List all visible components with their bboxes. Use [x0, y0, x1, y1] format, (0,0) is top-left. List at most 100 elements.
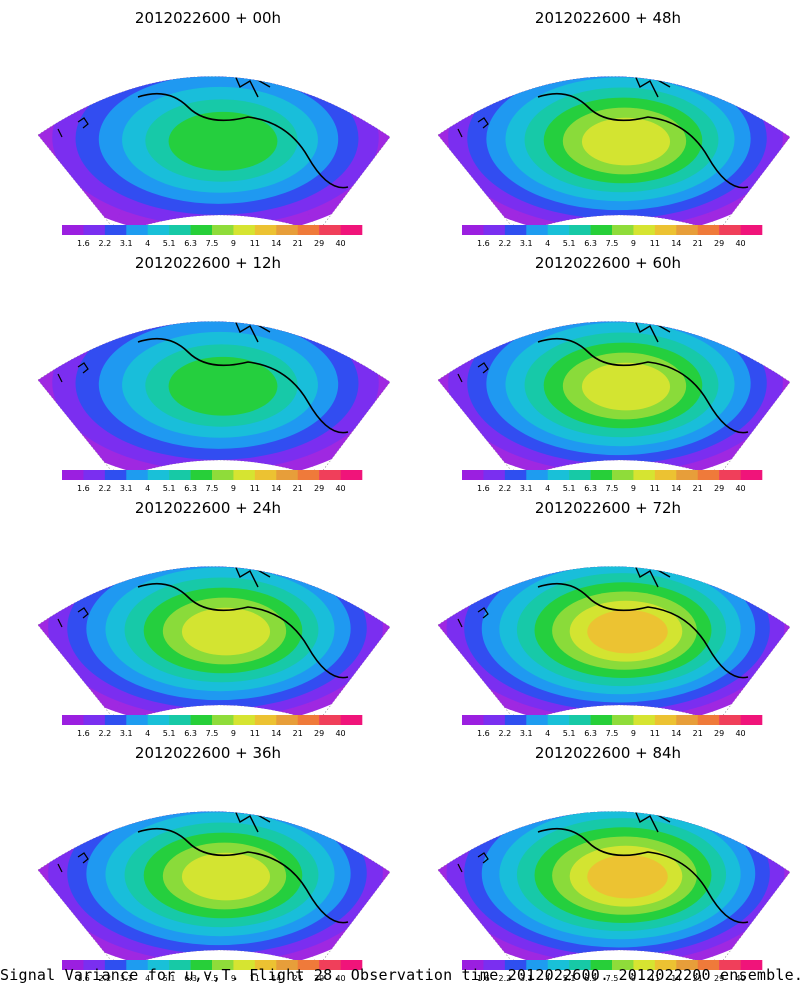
coastline	[137, 337, 349, 434]
colorbar-tick-label: 14	[271, 239, 281, 248]
colorbar-tick-label: 9	[631, 974, 636, 983]
coastline	[57, 117, 89, 138]
colorbar-swatch	[612, 960, 634, 970]
colorbar: 1.6 2.2 3.1 4 5.1 6.3 7.5 9 11 14 21 29 40	[62, 960, 363, 983]
colorbar-tick-label: 11	[650, 729, 660, 738]
colorbar-swatch	[740, 960, 763, 970]
colorbar-swatch	[319, 960, 341, 970]
panel-title: 2012022600 + 00h	[135, 9, 281, 27]
colorbar-swatch	[254, 225, 277, 235]
map-area	[37, 811, 391, 970]
coastline	[137, 582, 349, 679]
coastline	[457, 117, 489, 138]
colorbar-tick-label: 21	[293, 484, 303, 493]
colorbar-swatch	[190, 715, 213, 725]
colorbar-swatch	[147, 225, 170, 235]
colorbar-swatch	[297, 960, 320, 970]
colorbar-tick-label: 14	[271, 484, 281, 493]
colorbar-swatch	[126, 960, 149, 970]
colorbar-swatch	[547, 960, 570, 970]
colorbar-tick-label: 2.2	[498, 484, 511, 493]
colorbar-swatch	[462, 225, 484, 235]
colorbar-tick-label: 11	[250, 729, 260, 738]
colorbar-swatch	[276, 960, 299, 970]
map-area	[437, 566, 791, 725]
colorbar-swatch	[233, 715, 256, 725]
colorbar-tick-label: 40	[735, 974, 745, 983]
colorbar-tick-label: 14	[271, 729, 281, 738]
variance-contour	[168, 111, 278, 171]
colorbar-swatch	[104, 715, 127, 725]
colorbar-swatch	[297, 225, 320, 235]
colorbar-tick-label: 1.6	[77, 484, 90, 493]
colorbar-swatch	[319, 225, 341, 235]
colorbar-tick-label: 9	[631, 484, 636, 493]
colorbar-tick-label: 5.1	[563, 484, 576, 493]
colorbar-tick-label: 4	[145, 239, 150, 248]
colorbar-tick-label: 9	[231, 239, 236, 248]
colorbar-tick-label: 40	[335, 239, 345, 248]
colorbar-tick-label: 9	[231, 729, 236, 738]
colorbar-tick-label: 2.2	[98, 239, 111, 248]
colorbar-tick-label: 1.6	[77, 239, 90, 248]
panel-title: 2012022600 + 12h	[135, 254, 281, 272]
colorbar-swatch	[254, 470, 277, 480]
colorbar-tick-label: 2.2	[98, 729, 111, 738]
colorbar-swatch	[190, 470, 213, 480]
colorbar-swatch	[676, 225, 699, 235]
colorbar-tick-label: 4	[145, 729, 150, 738]
variance-contour	[587, 854, 668, 899]
map-panel: 2012022600 + 00h 1.6 2.2 3.1 4 5.1 6.3 7.5 9 11 14…	[37, 9, 391, 248]
colorbar-tick-label: 14	[671, 729, 681, 738]
map-area	[437, 811, 791, 970]
colorbar-swatch	[633, 960, 656, 970]
colorbar-tick-label: 3.1	[520, 484, 533, 493]
colorbar-swatch	[319, 715, 341, 725]
coastline	[617, 321, 671, 343]
colorbar-tick-label: 1.6	[477, 974, 490, 983]
colorbar-tick-label: 29	[714, 974, 724, 983]
coastline	[537, 582, 749, 679]
colorbar-swatch	[676, 470, 699, 480]
colorbar-swatch	[740, 470, 763, 480]
variance-contour	[168, 356, 278, 416]
colorbar-swatch	[83, 225, 106, 235]
colorbar-tick-label: 11	[650, 484, 660, 493]
colorbar-tick-label: 6.3	[584, 239, 597, 248]
colorbar-swatch	[233, 225, 256, 235]
colorbar-swatch	[719, 470, 741, 480]
colorbar-tick-label: 21	[293, 974, 303, 983]
colorbar-tick-label: 3.1	[120, 484, 133, 493]
colorbar-tick-label: 11	[250, 484, 260, 493]
coastline	[457, 607, 489, 628]
colorbar-swatch	[233, 470, 256, 480]
colorbar-tick-label: 29	[714, 729, 724, 738]
colorbar-tick-label: 9	[631, 239, 636, 248]
colorbar-tick-label: 7.5	[206, 484, 219, 493]
colorbar-tick-label: 6.3	[184, 239, 197, 248]
colorbar-swatch	[612, 225, 634, 235]
colorbar-swatch	[676, 715, 699, 725]
colorbar-swatch	[62, 715, 84, 725]
colorbar-tick-label: 40	[335, 974, 345, 983]
colorbar-tick-label: 4	[145, 974, 150, 983]
coastline	[217, 811, 271, 833]
colorbar-tick-label: 4	[545, 484, 550, 493]
map-panel: 2012022600 + 36h 1.6 2.2 3.1 4 5.1 6.3 7.5 9 11 14…	[37, 744, 391, 983]
colorbar-swatch	[340, 960, 363, 970]
colorbar-tick-label: 2.2	[498, 974, 511, 983]
colorbar: 1.6 2.2 3.1 4 5.1 6.3 7.5 9 11 14 21 29 40	[462, 715, 763, 738]
colorbar-swatch	[740, 715, 763, 725]
colorbar-tick-label: 7.5	[206, 239, 219, 248]
colorbar-tick-label: 29	[714, 239, 724, 248]
colorbar-swatch	[147, 715, 170, 725]
colorbar-swatch	[504, 715, 527, 725]
variance-contour	[581, 117, 671, 166]
colorbar-swatch	[483, 470, 506, 480]
colorbar-tick-label: 2.2	[498, 239, 511, 248]
colorbar-swatch	[319, 470, 341, 480]
colorbar-swatch	[83, 715, 106, 725]
colorbar-tick-label: 5.1	[163, 239, 176, 248]
colorbar-swatch	[719, 715, 741, 725]
